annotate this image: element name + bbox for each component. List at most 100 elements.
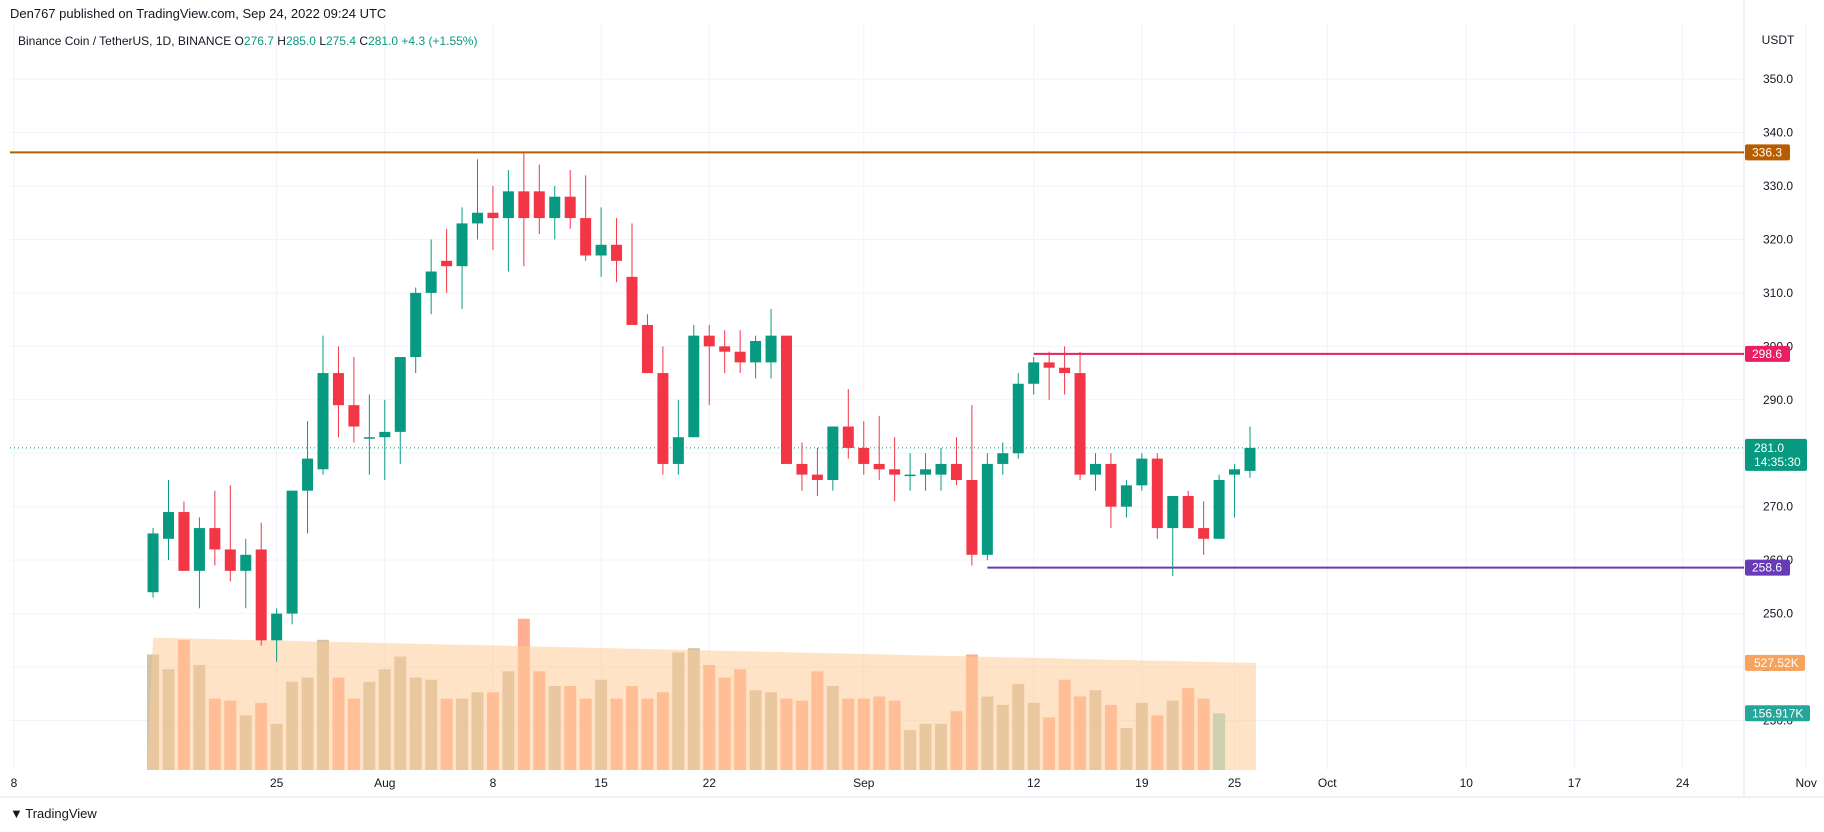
candle-body — [209, 528, 221, 550]
last-price-tag — [1745, 438, 1807, 471]
candle-body — [441, 260, 453, 267]
candle-body — [425, 271, 437, 293]
x-tick-label: 12 — [1027, 776, 1041, 790]
y-tick-label: 310.0 — [1763, 286, 1793, 300]
high-label: H — [277, 34, 286, 48]
candle-body — [348, 405, 360, 427]
x-tick-label: 25 — [270, 776, 284, 790]
candle-body — [811, 474, 823, 480]
low-value: 275.4 — [326, 34, 359, 48]
candle-body — [1028, 362, 1040, 384]
open-label: O — [235, 34, 244, 48]
candle-body — [302, 458, 314, 491]
publish-info: Den767 published on TradingView.com, Sep… — [10, 6, 387, 21]
close-value: 281.0 — [368, 34, 401, 48]
candle-body — [394, 357, 406, 432]
candle-body — [981, 463, 993, 555]
y-tick-label: 270.0 — [1763, 500, 1793, 514]
candle-body — [641, 324, 653, 374]
candle-body — [472, 212, 483, 224]
candle-body — [580, 218, 592, 256]
y-tick-label: 350.0 — [1763, 72, 1793, 86]
y-tick-label: 290.0 — [1763, 393, 1793, 407]
currency-label: USDT — [1762, 33, 1795, 47]
candle-body — [920, 469, 932, 475]
y-tick-label: 250.0 — [1763, 607, 1793, 621]
candle-body — [456, 223, 468, 267]
candle-body — [873, 463, 885, 470]
candle-body — [332, 373, 344, 406]
candle-body — [1213, 479, 1225, 539]
candle-body — [688, 335, 700, 438]
candle-body — [240, 554, 252, 571]
candle-body — [781, 335, 792, 464]
candle-body — [271, 613, 283, 641]
change-value: +4.3 (+1.55%) — [401, 34, 477, 48]
countdown-label: 14:35:30 — [1754, 455, 1801, 469]
candle-body — [1151, 458, 1163, 529]
x-tick-label: 17 — [1568, 776, 1582, 790]
support-price-tag — [1745, 559, 1790, 576]
x-tick-label: 24 — [1676, 776, 1690, 790]
candle-body — [966, 479, 978, 555]
y-tick-label: 330.0 — [1763, 179, 1793, 193]
x-tick-label: Aug — [374, 776, 395, 790]
y-tick-label: 320.0 — [1763, 232, 1793, 246]
candle-body — [224, 549, 236, 571]
close-label: C — [359, 34, 368, 48]
support-price-label: 258.6 — [1752, 561, 1782, 575]
candle-body — [1043, 362, 1055, 368]
candle-body — [549, 196, 561, 219]
candle-body — [363, 437, 375, 439]
symbol-legend[interactable]: Binance Coin / TetherUS, 1D, BINANCE O27… — [18, 34, 477, 48]
x-tick-label: 15 — [594, 776, 608, 790]
candle-body — [1198, 528, 1210, 539]
candle-body — [765, 335, 777, 363]
candle-body — [672, 437, 684, 464]
candle-body — [533, 191, 545, 219]
candle-body — [750, 341, 762, 363]
x-tick-label: 19 — [1135, 776, 1149, 790]
candle-body — [147, 533, 159, 593]
candle-body — [379, 431, 391, 438]
candle-body — [842, 426, 854, 448]
high-value: 285.0 — [286, 34, 319, 48]
open-value: 276.7 — [244, 34, 277, 48]
candle-body — [1012, 383, 1024, 454]
candle-body — [796, 463, 808, 475]
y-tick-label: 340.0 — [1763, 126, 1793, 140]
last-volume-tag — [1745, 705, 1810, 722]
symbol-name: Binance Coin / TetherUS, 1D, BINANCE — [18, 34, 235, 48]
volume-ma-tag — [1745, 654, 1805, 671]
candle-body — [703, 335, 715, 347]
x-tick-label: 8 — [490, 776, 497, 790]
candle-body — [827, 426, 839, 480]
candle-body — [564, 196, 576, 219]
candle-body — [719, 346, 731, 352]
candle-body — [1074, 373, 1086, 475]
x-tick-label: 25 — [1228, 776, 1242, 790]
candle-body — [487, 212, 499, 219]
candle-body — [1136, 458, 1148, 486]
resistance-high-price-label: 336.3 — [1752, 145, 1782, 159]
candle-body — [193, 528, 205, 571]
candle-body — [657, 373, 669, 464]
candle-body — [1105, 463, 1117, 507]
candle-body — [904, 474, 916, 477]
resistance-high-price-tag — [1745, 144, 1790, 161]
candle-body — [410, 292, 422, 358]
candle-body — [1059, 367, 1071, 374]
x-tick-label: 10 — [1460, 776, 1474, 790]
candle-body — [1090, 463, 1101, 475]
tradingview-logo-icon: ▼ — [10, 806, 23, 821]
x-tick-label: Sep — [853, 776, 875, 790]
candle-body — [1120, 485, 1132, 507]
candle-body — [518, 191, 530, 219]
candle-body — [611, 244, 623, 261]
tradingview-brand: ▼ TradingView — [10, 806, 97, 821]
candle-body — [734, 351, 746, 363]
last-volume-label: 156.917K — [1752, 706, 1803, 720]
candle-body — [178, 512, 190, 571]
resistance-price-tag — [1745, 345, 1790, 362]
